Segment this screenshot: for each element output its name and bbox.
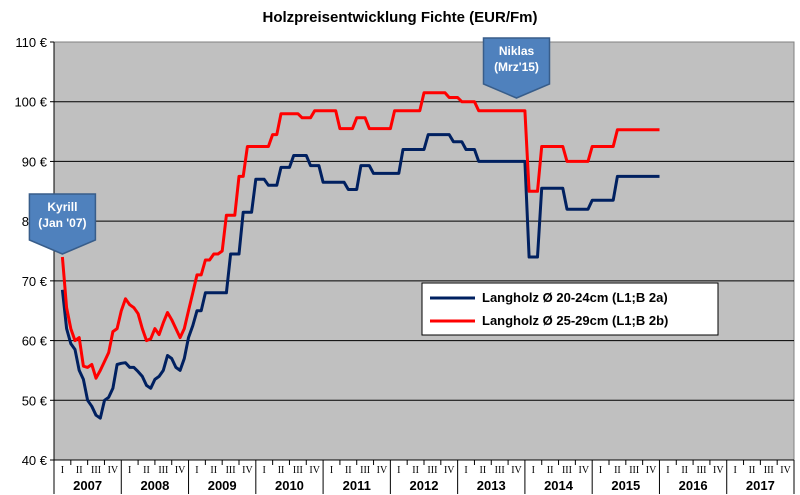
legend-label-series-2: Langholz Ø 25-29cm (L1;B 2b) — [482, 313, 668, 328]
grid-lines — [54, 101, 794, 401]
y-tick-label: 90 € — [22, 154, 48, 169]
quarter-label: III — [293, 465, 303, 476]
quarter-label: II — [614, 465, 621, 476]
quarter-label: III — [629, 465, 639, 476]
quarter-label: I — [128, 465, 131, 476]
quarter-label: IV — [309, 465, 320, 476]
quarter-label: II — [76, 465, 83, 476]
annotation-arrow — [482, 37, 551, 99]
quarter-label: I — [464, 465, 467, 476]
quarter-label: II — [749, 465, 756, 476]
legend-label-series-1: Langholz Ø 20-24cm (L1;B 2a) — [482, 290, 668, 305]
year-label: 2014 — [544, 478, 574, 493]
quarter-label: III — [697, 465, 707, 476]
y-tick-label: 60 € — [22, 334, 48, 349]
annotation-arrow — [28, 193, 97, 255]
quarter-label: II — [681, 465, 688, 476]
year-label: 2009 — [208, 478, 237, 493]
quarter-label: II — [547, 465, 554, 476]
y-tick-label: 100 € — [14, 95, 47, 110]
quarter-label: II — [210, 465, 217, 476]
quarter-label: III — [495, 465, 505, 476]
quarter-label: IV — [444, 465, 455, 476]
quarter-label: IV — [108, 465, 119, 476]
quarter-label: III — [427, 465, 437, 476]
quarter-label: IV — [780, 465, 791, 476]
legend: Langholz Ø 20-24cm (L1;B 2a) Langholz Ø … — [421, 282, 719, 336]
quarter-label: I — [397, 465, 400, 476]
legend-box — [421, 282, 719, 336]
quarter-label: III — [226, 465, 236, 476]
quarter-label: I — [532, 465, 535, 476]
year-label: 2008 — [140, 478, 169, 493]
quarter-label: IV — [242, 465, 253, 476]
annotation-label: Niklas — [499, 44, 535, 58]
plot-area — [53, 41, 795, 461]
quarter-label: IV — [175, 465, 186, 476]
chart-title: Holzpreisentwicklung Fichte (EUR/Fm) — [262, 9, 537, 26]
annotation-label: (Mrz'15) — [494, 60, 539, 74]
quarter-label: II — [143, 465, 150, 476]
quarter-label: IV — [713, 465, 724, 476]
annotations: Kyrill (Jan '07) Niklas (Mrz'15) — [28, 37, 551, 255]
quarter-label: II — [345, 465, 352, 476]
quarter-label: IV — [578, 465, 589, 476]
y-tick-label: 70 € — [22, 274, 48, 289]
year-label: 2016 — [679, 478, 708, 493]
year-label: 2015 — [611, 478, 640, 493]
quarter-label: III — [764, 465, 774, 476]
series-line-1 — [60, 133, 660, 420]
quarter-label: I — [195, 465, 198, 476]
year-label: 2013 — [477, 478, 506, 493]
year-label: 2007 — [73, 478, 102, 493]
quarter-label: I — [330, 465, 333, 476]
quarter-label: III — [158, 465, 168, 476]
quarter-label: IV — [511, 465, 522, 476]
quarter-label: II — [412, 465, 419, 476]
quarter-label: IV — [377, 465, 388, 476]
series-lines — [60, 91, 660, 420]
quarter-label: I — [666, 465, 669, 476]
quarter-label: I — [61, 465, 64, 476]
y-tick-label: 50 € — [22, 393, 48, 408]
quarter-label: I — [599, 465, 602, 476]
annotation-label: (Jan '07) — [38, 216, 86, 230]
annotation-label: Kyrill — [47, 200, 77, 214]
year-label: 2011 — [343, 478, 371, 493]
x-axis: I II III IV I II III IV I II III IV I II III IV I II III IV… — [53, 459, 795, 494]
quarter-label: III — [562, 465, 572, 476]
year-label: 2017 — [746, 478, 775, 493]
quarter-label: II — [480, 465, 487, 476]
y-tick-label: 40 € — [22, 453, 48, 468]
y-tick-label: 110 € — [15, 35, 47, 50]
series-line-2 — [60, 91, 660, 380]
quarter-label: I — [263, 465, 266, 476]
year-label: 2012 — [410, 478, 439, 493]
quarter-label: II — [278, 465, 285, 476]
year-label: 2010 — [275, 478, 304, 493]
quarter-label: III — [91, 465, 101, 476]
quarter-label: IV — [646, 465, 657, 476]
quarter-label: I — [733, 465, 736, 476]
y-axis: 40 €50 €60 €70 €80 €90 €100 €110 € — [14, 35, 55, 468]
quarter-label: III — [360, 465, 370, 476]
